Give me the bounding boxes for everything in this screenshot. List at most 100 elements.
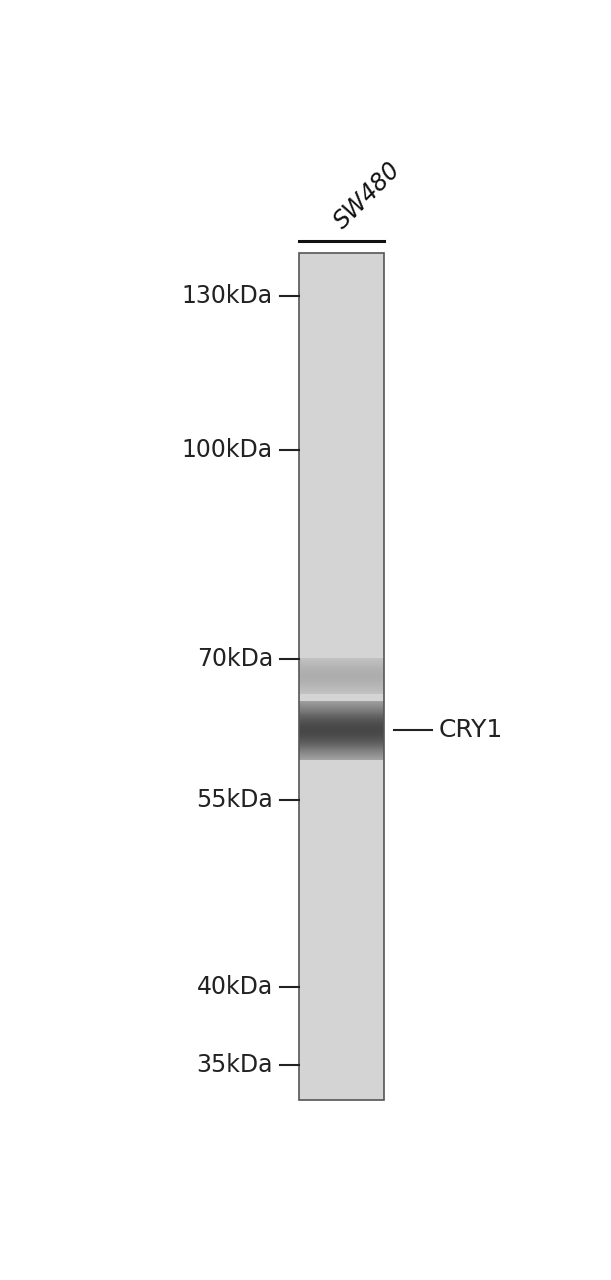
Bar (299, 812, 384, 814)
Bar (299, 896, 384, 900)
Bar (299, 776, 384, 778)
Bar (299, 451, 384, 453)
Bar (299, 671, 384, 673)
Bar (299, 577, 384, 580)
Bar (299, 547, 384, 549)
Bar (299, 1034, 384, 1038)
Bar (299, 970, 384, 973)
Bar (299, 687, 384, 690)
Bar (299, 399, 384, 403)
Bar (299, 253, 384, 256)
Bar (299, 392, 384, 394)
Bar (299, 730, 384, 733)
Bar (299, 758, 384, 762)
Bar (299, 317, 384, 321)
Bar (299, 628, 384, 631)
Bar (299, 940, 384, 942)
Bar (299, 338, 384, 340)
Bar (299, 563, 384, 566)
Bar (299, 296, 384, 298)
Bar (299, 504, 384, 507)
Text: CRY1: CRY1 (439, 718, 503, 742)
Bar (299, 719, 384, 722)
Bar (299, 556, 384, 558)
Bar (299, 389, 384, 392)
Bar (299, 1092, 384, 1094)
Bar (299, 626, 384, 628)
Bar (299, 484, 384, 488)
Bar (299, 425, 384, 428)
Bar (299, 605, 384, 609)
Bar (299, 733, 384, 736)
Bar (299, 499, 384, 502)
Bar (299, 699, 384, 701)
Bar (299, 748, 384, 750)
Bar (299, 467, 384, 470)
Bar (299, 640, 384, 643)
Bar (299, 614, 384, 617)
Bar (299, 521, 384, 524)
Bar (299, 549, 384, 552)
Bar (299, 809, 384, 812)
Bar (299, 575, 384, 577)
Bar (299, 1088, 384, 1092)
Bar (299, 530, 384, 532)
Bar (299, 696, 384, 699)
Bar (299, 1064, 384, 1066)
Bar (299, 736, 384, 739)
Bar (299, 552, 384, 556)
Bar (299, 403, 384, 406)
Bar (299, 270, 384, 273)
Bar (299, 987, 384, 989)
Bar (299, 741, 384, 744)
Bar (299, 453, 384, 456)
Text: 55kDa: 55kDa (196, 788, 273, 813)
Bar (299, 495, 384, 499)
Bar (299, 312, 384, 315)
Bar (299, 527, 384, 530)
Bar (299, 357, 384, 360)
Bar (299, 589, 384, 591)
Bar (299, 413, 384, 417)
Bar (299, 1085, 384, 1088)
Bar (299, 502, 384, 504)
Bar (299, 820, 384, 823)
Bar (299, 600, 384, 603)
Bar (299, 844, 384, 846)
Bar (299, 659, 384, 662)
Bar (299, 637, 384, 640)
Text: 40kDa: 40kDa (197, 975, 273, 1000)
Bar (299, 750, 384, 753)
Bar (299, 854, 384, 858)
Bar (299, 349, 384, 352)
Bar (299, 919, 384, 922)
Bar (299, 479, 384, 481)
Bar (299, 989, 384, 992)
Bar (299, 863, 384, 865)
Bar (299, 507, 384, 509)
Bar (299, 928, 384, 931)
Bar (299, 690, 384, 694)
Bar (299, 516, 384, 518)
Bar (299, 445, 384, 448)
Text: 100kDa: 100kDa (181, 438, 273, 462)
Bar (299, 769, 384, 772)
Bar (299, 470, 384, 474)
Bar (299, 380, 384, 383)
Bar (299, 772, 384, 776)
Bar (299, 1018, 384, 1020)
Bar (299, 326, 384, 329)
Bar (299, 315, 384, 317)
Bar (299, 1029, 384, 1032)
Bar (299, 786, 384, 790)
Bar (299, 652, 384, 654)
Bar (299, 591, 384, 594)
Bar (299, 287, 384, 289)
Bar (299, 778, 384, 781)
Bar (299, 792, 384, 795)
Bar (299, 783, 384, 786)
Bar (299, 739, 384, 741)
Bar (299, 924, 384, 928)
Bar (299, 680, 384, 682)
Bar (299, 1069, 384, 1071)
